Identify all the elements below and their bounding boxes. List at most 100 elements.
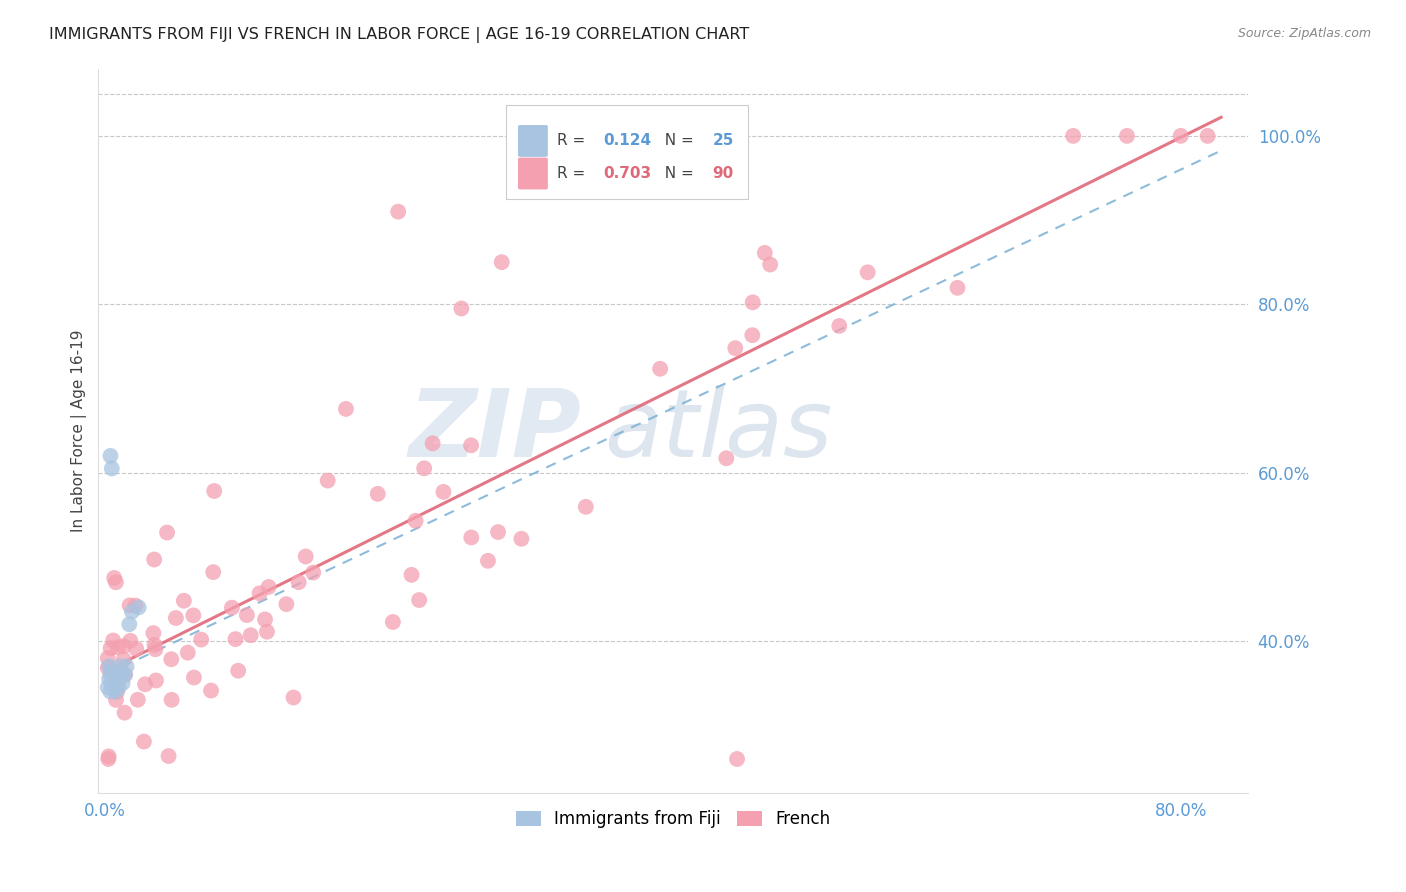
Text: Source: ZipAtlas.com: Source: ZipAtlas.com [1237,27,1371,40]
Point [104,684,127,698]
Point [183,671,205,685]
Point [121,605,143,619]
Point [128,600,150,615]
Point [181,608,204,623]
Text: ZIP: ZIP [408,384,581,476]
Point [432,484,454,499]
Point [946,281,969,295]
Point [112,653,135,667]
Point [239,628,262,642]
Point [1197,128,1219,143]
Point [132,734,155,748]
Y-axis label: In Labor Force | Age 16-19: In Labor Force | Age 16-19 [72,329,87,532]
Point [156,525,179,540]
Point [143,552,166,566]
Point [477,554,499,568]
Text: N =: N = [655,166,699,181]
Point [104,575,127,590]
Point [114,667,136,681]
Point [143,638,166,652]
Point [236,608,259,623]
Text: IMMIGRANTS FROM FIJI VS FRENCH IN LABOR FORCE | AGE 16-19 CORRELATION CHART: IMMIGRANTS FROM FIJI VS FRENCH IN LABOR … [49,27,749,43]
Point [302,566,325,580]
Point [491,255,513,269]
Point [104,676,127,690]
Point [202,565,225,579]
Point [202,483,225,498]
Point [224,632,246,647]
Text: R =: R = [557,166,591,181]
Point [118,617,141,632]
Point [97,749,120,764]
Point [125,641,148,656]
Point [276,597,298,611]
Point [200,683,222,698]
Point [253,612,276,626]
Point [405,514,427,528]
Point [486,525,509,540]
Point [160,652,183,666]
Point [145,642,167,657]
Point [316,474,339,488]
Text: 25: 25 [713,134,734,148]
Point [97,681,120,695]
Point [1116,128,1139,143]
Point [759,258,782,272]
Point [110,667,132,681]
Point [650,361,672,376]
Point [101,669,124,683]
Point [460,438,482,452]
Point [249,586,271,600]
Point [450,301,472,316]
Point [103,665,125,680]
Text: 0.703: 0.703 [603,166,651,181]
Point [173,593,195,607]
Point [98,659,121,673]
Point [97,752,120,766]
Text: R =: R = [557,134,591,148]
Text: 0.124: 0.124 [603,134,651,148]
Point [120,633,142,648]
Point [107,640,129,655]
Point [367,487,389,501]
Point [127,692,149,706]
Point [103,666,125,681]
Point [283,690,305,705]
Text: 90: 90 [713,166,734,181]
Point [510,532,533,546]
FancyBboxPatch shape [517,125,548,157]
Point [105,667,128,681]
Point [165,611,187,625]
Point [124,599,146,613]
Point [460,531,482,545]
Point [828,318,851,333]
Point [160,693,183,707]
Point [108,659,131,673]
Point [257,580,280,594]
Point [112,639,135,653]
Point [115,659,138,673]
Point [101,633,124,648]
Point [100,684,122,698]
Point [422,436,444,450]
Point [335,401,357,416]
Point [107,672,129,686]
Point [100,449,122,463]
Point [190,632,212,647]
Point [104,693,127,707]
Point [741,328,763,343]
Point [105,685,128,699]
Point [114,706,136,720]
Point [145,673,167,688]
Point [754,246,776,260]
Point [1170,128,1192,143]
Point [256,624,278,639]
Point [294,549,316,564]
FancyBboxPatch shape [517,158,548,189]
Point [114,667,136,681]
Point [118,599,141,613]
Point [408,593,430,607]
Point [142,626,165,640]
Point [725,752,748,766]
Legend: Immigrants from Fiji, French: Immigrants from Fiji, French [509,804,838,835]
